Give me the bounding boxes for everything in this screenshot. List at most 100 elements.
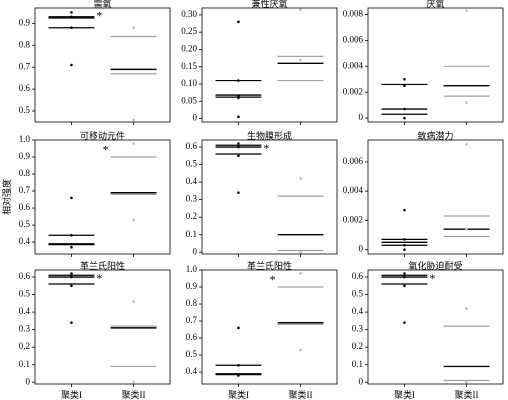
data-point [70,275,73,279]
data-point [403,208,406,212]
data-point [299,272,302,275]
data-point [403,321,406,324]
data-point [403,272,406,275]
y-tick-label: 0.6 [19,83,31,93]
y-tick-label: 0.3 [19,324,31,334]
data-point [299,177,302,180]
x-tick-label: 聚类II [122,389,146,400]
y-tick-label: 0.3 [186,194,198,204]
data-point [132,142,135,145]
y-tick-label: 0.5 [19,105,31,115]
data-point [403,77,406,81]
panel-title: 生物膜形成 [247,130,292,141]
significance-mark: * [96,271,102,285]
y-tick-label: 0.004 [343,185,364,195]
y-tick-label: 0.4 [186,366,198,376]
y-tick-label: 0.002 [343,214,363,224]
y-tick-label: 0 [26,376,31,386]
data-point [132,300,135,303]
y-tick-label: 0.30 [181,9,197,19]
y-tick-label: 0.05 [181,95,197,105]
y-tick-label: 0.5 [186,159,198,169]
y-tick-label: 0.6 [186,332,198,342]
data-point [132,380,135,384]
data-point [237,115,240,119]
y-tick-label: 0 [193,246,198,256]
y-tick-label: 0.8 [19,168,31,178]
panel-title: 致病潜力 [417,130,453,141]
panel-title: 兼性厌氧 [251,0,287,9]
y-tick-label: 0.8 [19,39,31,49]
plot-frame [34,7,171,123]
data-point [465,307,468,310]
y-tick-label: 0.008 [343,9,364,19]
plot-frame [34,269,171,385]
data-point [70,11,73,14]
data-point [70,15,73,19]
y-tick-label: 0.1 [19,359,30,369]
y-tick-label: 0.2 [352,341,363,351]
data-point [465,101,468,104]
panel-title: 需氧 [93,0,111,9]
data-point [70,233,73,237]
y-tick-label: 0.4 [352,306,364,316]
y-tick-label: 0 [359,112,364,122]
data-point [132,218,135,222]
panel-title: 厌氧 [426,0,444,9]
y-tick-label: 0.006 [343,156,364,166]
y-tick-label: 0.6 [186,141,198,151]
significance-mark: * [96,8,102,22]
significance-mark: * [270,272,276,286]
plot-frame [34,139,171,255]
y-tick-label: 0.6 [19,271,31,281]
x-tick-label: 聚类I [394,389,415,400]
y-tick-label: 0.9 [19,17,31,27]
data-point [465,380,468,384]
data-point [403,243,406,247]
significance-mark: * [263,141,269,155]
data-point [237,154,240,158]
panel-title: 氧化胁迫耐受 [408,260,462,271]
data-point [237,374,240,377]
data-point [403,284,406,288]
data-point [403,84,406,88]
data-point [70,63,73,67]
plot-frame [201,139,338,255]
data-point [237,79,240,82]
y-tick-label: 0.6 [352,271,364,281]
data-point [70,26,73,30]
data-point [403,107,406,111]
y-tick-label: 0.2 [19,341,30,351]
plot-frame [367,139,504,255]
y-tick-label: 0.8 [186,298,198,308]
x-tick-label: 聚类II [455,389,479,400]
panel-title: 革兰氏阳性 [247,260,292,271]
y-tick-label: 0.4 [19,236,31,246]
y-tick-label: 0.1 [186,229,197,239]
data-point [299,348,302,352]
y-tick-label: 0.20 [181,44,197,54]
data-point [70,321,73,324]
y-tick-label: 0 [193,113,198,123]
data-point [237,191,240,194]
y-tick-label: 0.9 [19,151,31,161]
data-point [465,9,468,12]
y-tick-label: 0.5 [352,289,364,299]
y-tick-label: 0.2 [186,211,197,221]
data-point [70,284,73,288]
y-tick-label: 0.004 [343,60,364,70]
y-tick-label: 0.5 [19,219,31,229]
panel-title: 可移动元件 [80,130,125,141]
y-tick-label: 1.0 [19,134,31,144]
y-axis-label: 相对强度 [1,179,12,215]
y-tick-label: 0.5 [19,289,31,299]
data-point [70,272,73,275]
y-tick-label: 0.4 [186,176,198,186]
data-point [299,58,302,62]
data-point [465,143,468,146]
significance-mark: * [429,271,435,285]
x-tick-label: 聚类II [289,389,313,400]
x-tick-label: 聚类I [228,389,249,400]
y-tick-label: 0.9 [186,281,198,291]
